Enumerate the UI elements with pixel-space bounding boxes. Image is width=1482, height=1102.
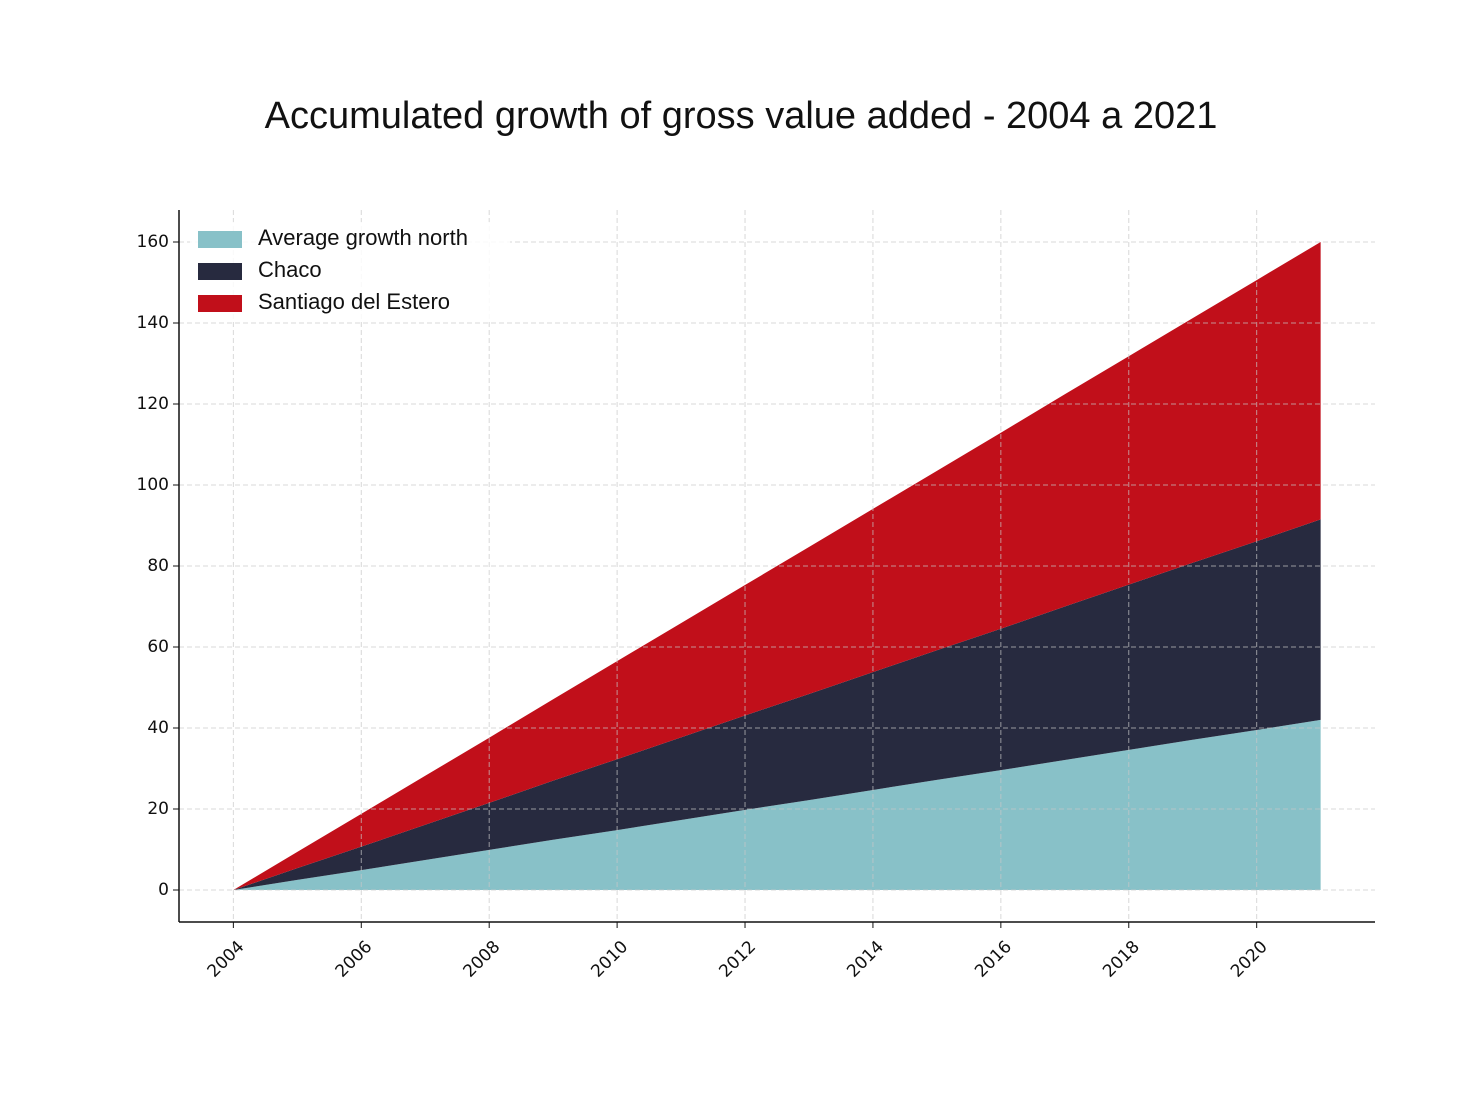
y-tick-label: 20 bbox=[147, 799, 169, 819]
legend-swatch bbox=[198, 263, 242, 280]
x-tick-label: 2010 bbox=[587, 937, 632, 982]
x-tick-label: 2008 bbox=[460, 937, 505, 982]
y-tick-label: 140 bbox=[137, 313, 169, 333]
legend: Average growth north Chaco Santiago del Es… bbox=[190, 222, 510, 322]
legend-bg bbox=[190, 222, 510, 322]
x-tick-label: 2014 bbox=[843, 937, 888, 982]
x-tick-label: 2016 bbox=[971, 937, 1016, 982]
y-tick-label: 80 bbox=[147, 556, 169, 576]
area bbox=[233, 719, 1321, 891]
legend-label: Chaco bbox=[258, 257, 322, 282]
x-tick-label: 2006 bbox=[332, 937, 377, 982]
x-tick-label: 2020 bbox=[1227, 937, 1272, 982]
y-tick-label: 120 bbox=[137, 394, 169, 414]
legend-swatch bbox=[198, 295, 242, 312]
y-tick-label: 0 bbox=[158, 880, 169, 900]
x-tick-label: 2018 bbox=[1099, 937, 1144, 982]
x-tick-label: 2012 bbox=[715, 937, 760, 982]
chart-title: Accumulated growth of gross value added … bbox=[265, 95, 1218, 137]
y-tick-label: 40 bbox=[147, 718, 169, 738]
y-tick-label: 60 bbox=[147, 637, 169, 657]
area bbox=[233, 241, 1321, 891]
x-tick-label: 2004 bbox=[204, 937, 249, 982]
legend-swatch bbox=[198, 231, 242, 248]
area bbox=[233, 519, 1321, 891]
y-tick-label: 160 bbox=[137, 232, 169, 252]
grid bbox=[179, 210, 1375, 922]
legend-label: Average growth north bbox=[258, 225, 468, 250]
legend-label: Santiago del Estero bbox=[258, 289, 450, 314]
y-tick-label: 100 bbox=[137, 475, 169, 495]
